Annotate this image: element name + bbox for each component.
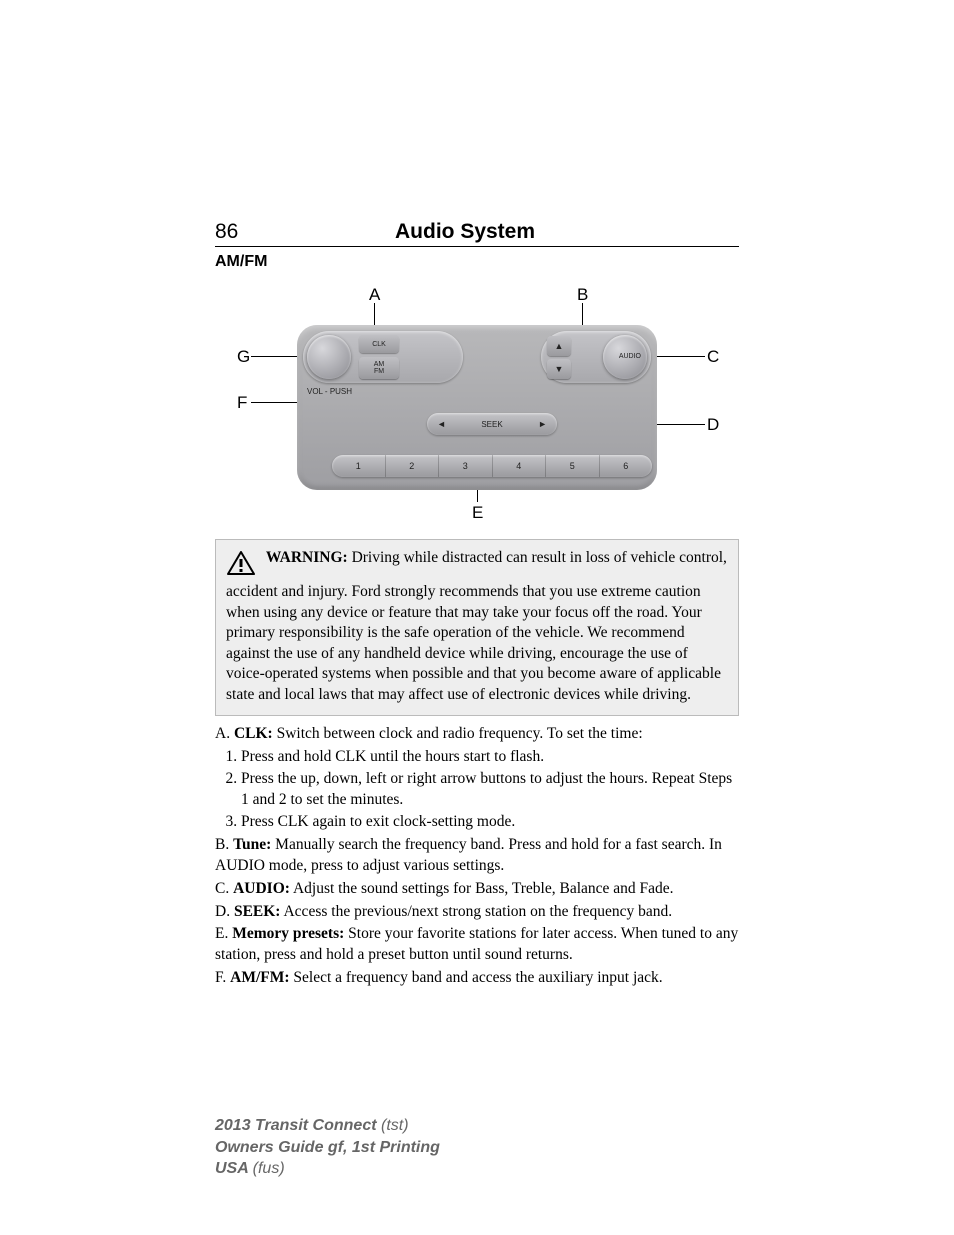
item-a: A. CLK: Switch between clock and radio f… <box>215 724 739 745</box>
item-f-rest: Select a frequency band and access the a… <box>290 969 663 986</box>
item-e: E. Memory presets: Store your favorite s… <box>215 924 739 966</box>
item-f-bold: AM/FM: <box>230 969 289 986</box>
item-a-letter: A. <box>215 725 234 742</box>
item-c-bold: AUDIO: <box>233 880 290 897</box>
callout-b: B <box>577 285 588 305</box>
item-c-rest: Adjust the sound settings for Bass, Treb… <box>290 880 674 897</box>
radio-body: CLK AM FM VOL - PUSH ▲ ▼ AUDIO ◄ SEEK ► <box>297 325 657 490</box>
callout-e: E <box>472 503 483 523</box>
footer-line-1: 2013 Transit Connect (tst) <box>215 1115 440 1137</box>
callout-a: A <box>369 285 380 305</box>
seek-label: SEEK <box>481 420 502 429</box>
seek-bar: ◄ SEEK ► <box>427 413 557 435</box>
preset-3: 3 <box>439 455 493 477</box>
item-b-rest: Manually search the frequency band. Pres… <box>215 836 722 874</box>
item-e-letter: E. <box>215 925 232 942</box>
body-content: A. CLK: Switch between clock and radio f… <box>215 724 739 989</box>
amfm-button: AM FM <box>359 357 399 379</box>
item-d-bold: SEEK: <box>234 903 281 920</box>
audio-label: AUDIO <box>619 353 641 360</box>
item-a-bold: CLK: <box>234 725 273 742</box>
warning-body: Driving while distracted can result in l… <box>226 549 727 703</box>
page-header: 86 Audio System <box>215 220 739 244</box>
seek-right-icon: ► <box>538 419 547 429</box>
clk-button: CLK <box>359 335 399 353</box>
subheading-amfm: AM/FM <box>215 253 739 271</box>
preset-5: 5 <box>546 455 600 477</box>
preset-bar: 1 2 3 4 5 6 <box>332 455 652 477</box>
footer-code-2: (fus) <box>253 1160 285 1177</box>
item-c: C. AUDIO: Adjust the sound settings for … <box>215 879 739 900</box>
preset-4: 4 <box>493 455 547 477</box>
warning-icon <box>226 550 256 582</box>
footer-code-1: (tst) <box>381 1117 409 1134</box>
tune-down-button: ▼ <box>547 359 571 379</box>
item-a-rest: Switch between clock and radio frequency… <box>273 725 643 742</box>
tune-up-button: ▲ <box>547 336 571 356</box>
warning-label: WARNING: <box>266 549 348 566</box>
item-d: D. SEEK: Access the previous/next strong… <box>215 902 739 923</box>
warning-text: WARNING: Driving while distracted can re… <box>226 549 727 703</box>
page-number: 86 <box>215 220 395 244</box>
item-b-bold: Tune: <box>233 836 271 853</box>
footer-line-2: Owners Guide gf, 1st Printing <box>215 1137 440 1159</box>
item-b: B. Tune: Manually search the frequency b… <box>215 835 739 877</box>
footer-region: USA <box>215 1160 253 1177</box>
item-a-steps: Press and hold CLK until the hours start… <box>215 747 739 833</box>
step-2: Press the up, down, left or right arrow … <box>241 769 739 811</box>
item-b-letter: B. <box>215 836 233 853</box>
left-control-pill: CLK AM FM <box>303 331 463 383</box>
preset-1: 1 <box>332 455 386 477</box>
radio-diagram: A B C D E F G CLK AM FM VOL - PUSH <box>227 285 727 525</box>
vol-push-label: VOL - PUSH <box>307 387 352 396</box>
am-label: AM <box>374 361 385 368</box>
item-d-letter: D. <box>215 903 234 920</box>
item-c-letter: C. <box>215 880 233 897</box>
page-title: Audio System <box>395 220 535 244</box>
item-f-letter: F. <box>215 969 230 986</box>
callout-d: D <box>707 415 719 435</box>
header-rule <box>215 246 739 247</box>
footer-model: 2013 Transit Connect <box>215 1117 381 1134</box>
item-d-rest: Access the previous/next strong station … <box>280 903 672 920</box>
seek-left-icon: ◄ <box>437 419 446 429</box>
step-3: Press CLK again to exit clock-setting mo… <box>241 812 739 833</box>
footer-line-3: USA (fus) <box>215 1158 440 1180</box>
step-1: Press and hold CLK until the hours start… <box>241 747 739 768</box>
item-e-bold: Memory presets: <box>232 925 344 942</box>
lead-c <box>657 356 705 357</box>
callout-g: G <box>237 347 250 367</box>
fm-label: FM <box>374 368 384 375</box>
volume-knob <box>307 335 351 379</box>
item-f: F. AM/FM: Select a frequency band and ac… <box>215 968 739 989</box>
callout-c: C <box>707 347 719 367</box>
footer: 2013 Transit Connect (tst) Owners Guide … <box>215 1115 440 1180</box>
preset-2: 2 <box>386 455 440 477</box>
preset-6: 6 <box>600 455 653 477</box>
warning-box: WARNING: Driving while distracted can re… <box>215 539 739 716</box>
callout-f: F <box>237 393 247 413</box>
